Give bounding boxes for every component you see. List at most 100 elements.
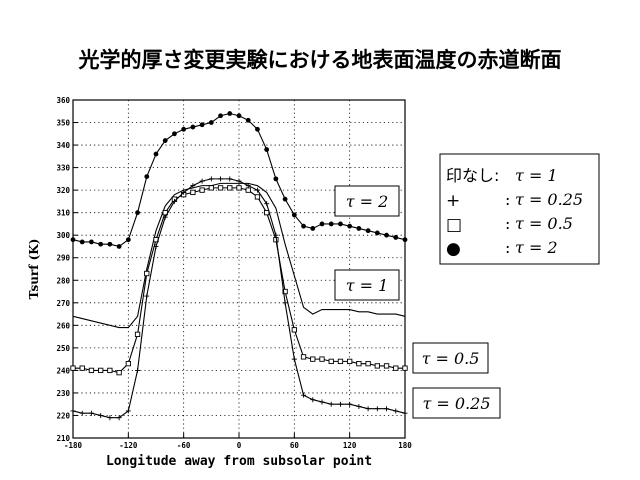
data-point xyxy=(70,365,76,371)
chart-title: 光学的厚さ変更実験における地表面温度の赤道断面 xyxy=(78,48,562,72)
data-point xyxy=(402,237,408,243)
legend-separator: : xyxy=(505,238,510,257)
data-point xyxy=(134,331,141,337)
data-point xyxy=(393,365,399,371)
data-point xyxy=(190,124,196,130)
data-point xyxy=(79,365,85,371)
data-point xyxy=(199,122,205,128)
data-point xyxy=(181,126,187,132)
y-tick-label: 320 xyxy=(56,186,70,195)
chart-series xyxy=(70,111,408,421)
data-point xyxy=(282,196,288,202)
data-point xyxy=(301,223,306,229)
data-point xyxy=(70,408,76,414)
annotation-text: τ = 0.25 xyxy=(422,394,490,413)
data-point xyxy=(374,230,380,236)
legend-label: 印なし: xyxy=(446,166,499,185)
data-point xyxy=(144,270,150,277)
data-point xyxy=(374,363,380,369)
data-point xyxy=(135,367,141,373)
chart-grid xyxy=(73,100,405,438)
y-tick-label: 350 xyxy=(56,119,70,128)
y-tick-label: 260 xyxy=(56,321,70,330)
data-point xyxy=(356,403,362,409)
y-tick-label: 330 xyxy=(56,164,70,173)
legend-entry: τ = 0.25 xyxy=(515,190,583,209)
y-tick-label: 230 xyxy=(56,389,70,398)
legend-entry: τ = 1 xyxy=(515,166,558,185)
data-point xyxy=(264,210,270,216)
annotation-text: τ = 0.5 xyxy=(422,349,480,368)
data-point xyxy=(328,221,334,227)
legend-entry: τ = 0.5 xyxy=(515,214,573,233)
annotation-text: τ = 1 xyxy=(346,276,389,295)
data-point xyxy=(162,138,168,143)
chart-annotations: τ = 2 τ = 1 τ = 0.5 τ = 0.25 xyxy=(334,185,501,419)
data-point xyxy=(310,356,316,362)
data-point xyxy=(300,354,307,360)
y-tick-label: 220 xyxy=(56,411,70,420)
data-point xyxy=(190,183,196,189)
data-point xyxy=(88,410,94,416)
data-point xyxy=(356,226,362,231)
data-point xyxy=(365,228,371,234)
data-point xyxy=(199,178,205,184)
data-point xyxy=(107,415,113,421)
y-tick-label: 210 xyxy=(56,434,70,443)
data-point xyxy=(208,176,214,182)
data-point xyxy=(254,187,260,193)
data-point xyxy=(328,358,334,365)
annotation-box: τ = 1 xyxy=(334,269,400,301)
y-axis-ticks: 210 220 230 240 250 260 270 280 290 300 310 320 330 3… xyxy=(56,96,78,443)
data-point xyxy=(310,226,316,231)
data-point xyxy=(190,189,196,196)
x-axis-label: Longitude away from subsolar point xyxy=(106,454,372,469)
data-point xyxy=(125,408,131,414)
data-point xyxy=(319,356,325,362)
data-point xyxy=(236,178,242,184)
data-point xyxy=(116,370,122,376)
data-point xyxy=(383,363,390,369)
data-point xyxy=(402,365,408,371)
data-point xyxy=(319,221,325,227)
data-point xyxy=(301,392,307,398)
legend-symbol: + xyxy=(446,191,460,211)
series-1 xyxy=(70,111,408,249)
data-point xyxy=(125,237,131,243)
data-point xyxy=(135,210,140,216)
data-point xyxy=(116,415,122,421)
series-4 xyxy=(70,176,408,421)
x-tick-label: -180 xyxy=(64,441,83,450)
data-point xyxy=(402,410,408,416)
data-point xyxy=(172,131,177,137)
y-tick-label: 360 xyxy=(56,96,70,105)
y-tick-label: 310 xyxy=(56,209,70,218)
y-tick-label: 250 xyxy=(56,344,70,353)
annotation-text: τ = 2 xyxy=(346,192,389,211)
data-point xyxy=(217,185,224,191)
y-axis-label: Tsurf (K) xyxy=(27,239,41,300)
data-point xyxy=(264,147,270,152)
data-point xyxy=(245,117,251,123)
data-point xyxy=(245,187,251,193)
annotation-box: τ = 2 xyxy=(334,185,400,217)
data-point xyxy=(208,120,214,125)
legend: 印なし: τ = 1 +: τ = 0.25 □: τ = 0.5 ●: τ = 2 xyxy=(439,153,600,265)
data-point xyxy=(282,288,288,295)
data-point xyxy=(384,406,390,412)
data-point xyxy=(181,189,187,195)
data-point xyxy=(347,223,353,229)
data-point xyxy=(273,232,279,238)
legend-symbol: ● xyxy=(446,239,461,259)
legend-symbol: □ xyxy=(446,215,462,235)
data-point xyxy=(199,187,205,193)
data-point xyxy=(153,151,159,157)
data-point xyxy=(208,185,214,191)
data-point xyxy=(70,237,76,243)
data-point xyxy=(347,401,353,407)
data-point xyxy=(384,232,389,238)
data-point xyxy=(98,241,104,247)
data-point xyxy=(374,406,380,412)
data-point xyxy=(328,401,334,407)
